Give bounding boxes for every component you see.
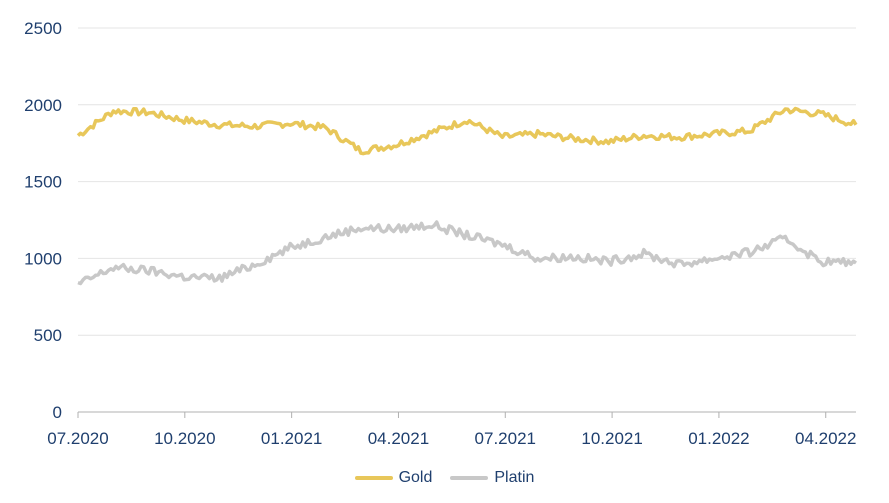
y-axis: 0 500 1000 1500 2000 2500	[24, 19, 62, 422]
legend-item-gold: Gold	[354, 469, 433, 487]
x-tick-label-10.2021: 10.2021	[581, 429, 642, 448]
x-tick-label-07.2020: 07.2020	[47, 429, 108, 448]
x-tick-label-01.2021: 01.2021	[261, 429, 322, 448]
x-tick-label-04.2022: 04.2022	[795, 429, 856, 448]
legend-label-platin: Platin	[494, 469, 535, 486]
y-tick-label-2000: 2000	[24, 96, 62, 115]
y-tick-label-500: 500	[34, 326, 62, 345]
y-tick-label-1500: 1500	[24, 173, 62, 192]
line-chart: 0 500 1000 1500 2000 2500 07.2020 10.2020 01.20…	[24, 19, 858, 448]
x-tick-label-07.2021: 07.2021	[475, 429, 536, 448]
y-tick-label-2500: 2500	[24, 19, 62, 38]
grid-lines	[78, 27, 856, 336]
y-tick-label-1000: 1000	[24, 249, 62, 268]
legend: Gold Platin	[0, 466, 889, 490]
x-tick-label-10.2020: 10.2020	[154, 429, 215, 448]
legend-item-platin: Platin	[450, 469, 534, 487]
x-tick-label-04.2021: 04.2021	[368, 429, 429, 448]
series-lines	[76, 106, 858, 286]
y-tick-label-0: 0	[53, 403, 62, 422]
legend-swatch-platin	[450, 476, 489, 480]
legend-label-gold: Gold	[398, 469, 433, 486]
x-axis: 07.2020 10.2020 01.2021 04.2021 07.2021 10.20…	[47, 411, 856, 448]
series-line-platin	[77, 220, 858, 286]
legend-swatch-gold	[354, 476, 393, 480]
x-tick-label-01.2022: 01.2022	[688, 429, 749, 448]
series-line-gold	[76, 106, 858, 156]
